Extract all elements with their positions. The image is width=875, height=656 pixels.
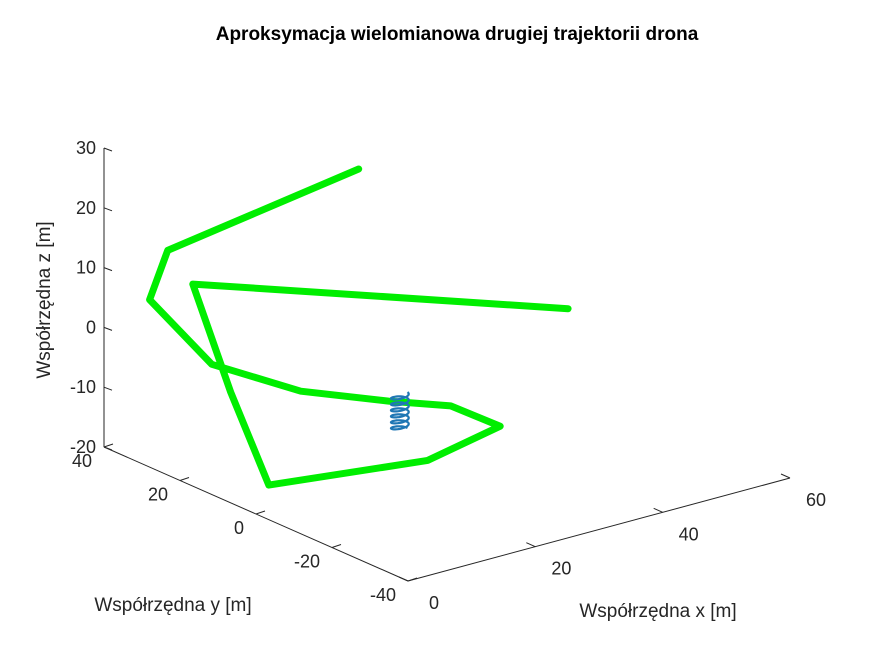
z-tick-mark [103,267,113,272]
y-tick-label: 20 [148,485,168,505]
x-tick-label: 60 [806,490,826,510]
chart-title: Aproksymacja wielomianowa drugiej trajek… [216,24,699,45]
y-tick-mark [407,577,418,582]
z-tick-label: -10 [70,377,96,397]
z-axis-label: Współrzędna z [m] [34,221,55,378]
y-tick-label: -20 [294,552,320,572]
x-tick-mark [398,576,409,582]
helix-line [389,391,410,431]
z-tick-label: 30 [76,138,96,158]
y-axis-label: Współrzędna y [m] [94,595,251,616]
x-tick-label: 20 [551,559,571,579]
x-tick-mark [780,473,791,479]
x-tick-label: 40 [679,524,699,544]
x-tick-mark [526,542,536,548]
x-axis-label: Współrzędna x [m] [579,601,736,622]
x-axis-ticks: 0 20 40 60 [398,473,826,613]
y-tick-mark [331,544,342,548]
z-tick-label: 0 [86,317,96,337]
y-tick-label: 0 [234,518,244,538]
z-tick-label: 10 [76,258,96,278]
z-tick-label: 20 [76,198,96,218]
trajectory-line [146,165,572,489]
z-axis-ticks: 30 20 10 0 -10 -20 [70,138,113,457]
z-tick-mark [103,326,113,331]
y-tick-mark [103,443,114,448]
plot-series [146,165,572,489]
y-axis-ticks: 40 20 0 -20 -40 [72,443,418,605]
z-tick-mark [103,147,113,152]
z-tick-mark [103,446,113,451]
y-tick-label: -40 [370,585,396,605]
x-axis-line [407,477,791,582]
x-tick-label: 0 [429,593,439,613]
y-tick-mark [179,477,190,481]
z-tick-mark [103,207,113,212]
z-tick-mark [103,386,113,391]
x-tick-mark [653,507,663,513]
z-tick-label: -20 [70,437,96,457]
y-tick-label: 40 [72,451,92,471]
y-tick-mark [255,510,266,515]
